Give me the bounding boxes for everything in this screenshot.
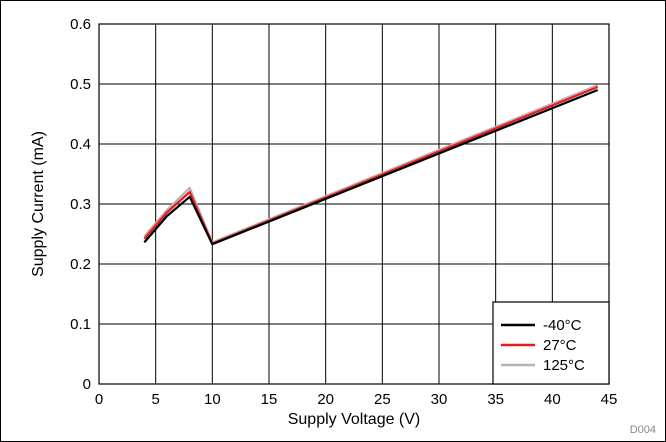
x-tick-label: 30 bbox=[431, 391, 448, 408]
legend: -40°C 27°C 125°C bbox=[492, 301, 610, 385]
x-tick-label: 5 bbox=[151, 391, 159, 408]
plot-border bbox=[98, 23, 610, 385]
tick-labels: 0 5 10 15 20 25 30 35 40 45 0 0.1 0.2 0.3 0.4 0.5 0.6 bbox=[70, 16, 617, 408]
y-tick-label: 0.6 bbox=[70, 16, 91, 33]
x-tick-label: 25 bbox=[374, 391, 391, 408]
x-tick-label: 0 bbox=[95, 391, 103, 408]
grid bbox=[99, 24, 609, 384]
series-line bbox=[143, 88, 599, 246]
y-axis-title: Supply Current (mA) bbox=[30, 131, 47, 277]
y-tick-label: 0.1 bbox=[70, 316, 91, 333]
y-tick-label: 0.4 bbox=[70, 136, 91, 153]
legend-label: 27°C bbox=[543, 337, 577, 354]
x-tick-label: 10 bbox=[204, 391, 221, 408]
x-tick-label: 20 bbox=[317, 391, 334, 408]
series-lines bbox=[143, 84, 599, 246]
series-line bbox=[143, 85, 599, 245]
x-tick-label: 35 bbox=[487, 391, 504, 408]
y-tick-label: 0.3 bbox=[70, 196, 91, 213]
x-axis-title: Supply Voltage (V) bbox=[288, 411, 421, 428]
legend-label: 125°C bbox=[543, 357, 585, 374]
series-line bbox=[143, 84, 599, 244]
x-tick-label: 40 bbox=[544, 391, 561, 408]
y-tick-label: 0.2 bbox=[70, 256, 91, 273]
legend-box bbox=[492, 301, 610, 385]
y-tick-label: 0 bbox=[83, 376, 91, 393]
y-tick-label: 0.5 bbox=[70, 76, 91, 93]
legend-label: -40°C bbox=[543, 317, 582, 334]
x-tick-label: 45 bbox=[601, 391, 618, 408]
figure-reference-code: D004 bbox=[630, 424, 656, 436]
x-tick-label: 15 bbox=[261, 391, 278, 408]
